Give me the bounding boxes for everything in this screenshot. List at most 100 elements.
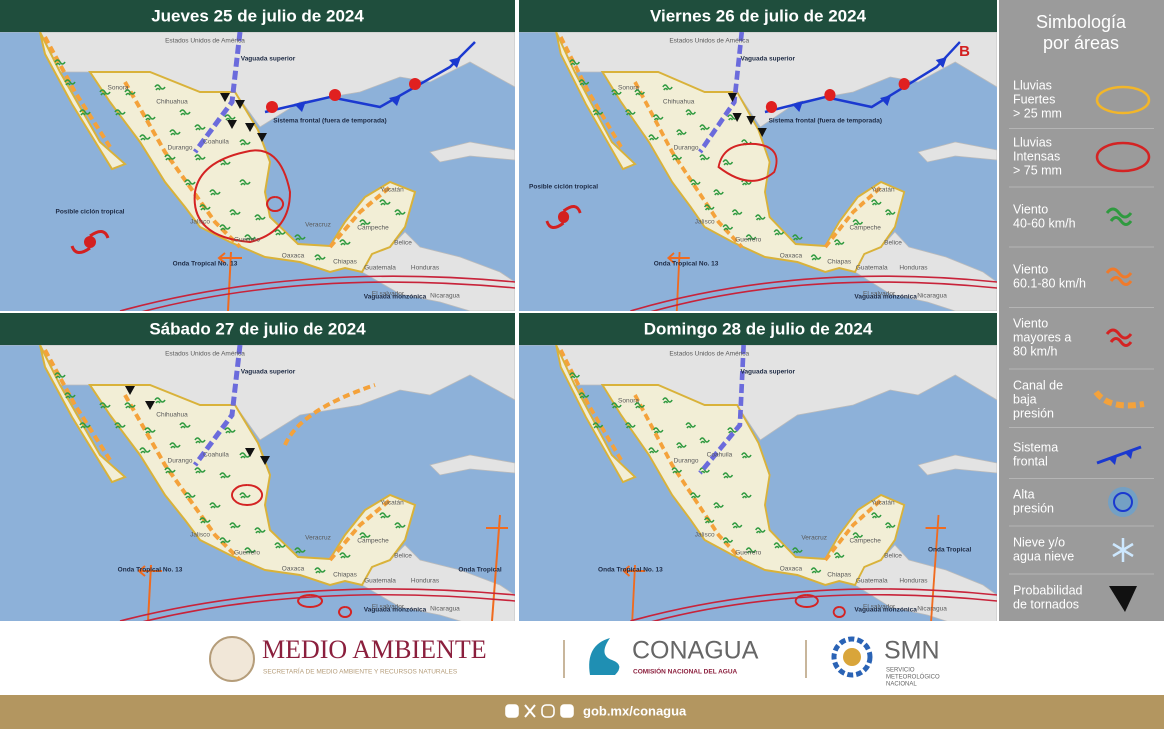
wind-icon	[144, 427, 156, 434]
legend-icon	[1105, 267, 1133, 286]
tornado-icon	[245, 123, 255, 132]
cuba	[917, 454, 997, 476]
wind-icon	[164, 154, 176, 161]
panel-header	[0, 313, 515, 345]
wind-icon	[359, 219, 371, 226]
wind-icon	[871, 512, 882, 519]
map-label: Vaguada superior	[740, 369, 795, 376]
wind-icon	[578, 392, 590, 399]
legend-icon	[1109, 450, 1133, 465]
map-label: Nicaragua	[430, 293, 460, 300]
panel-title: Domingo 28 de julio de 2024	[644, 319, 873, 338]
map-label: Coahuila	[203, 452, 229, 459]
tornado-icon	[746, 116, 756, 125]
wind-icon	[713, 502, 724, 509]
wind-icon	[179, 109, 191, 116]
wind-icon	[592, 422, 604, 429]
front-semicircle	[824, 89, 836, 101]
map-label: Guatemala	[856, 578, 888, 585]
map-label: Jalisco	[190, 219, 210, 226]
map-label: Sistema frontal (fuera de temporada)	[273, 118, 386, 125]
legend-icon	[1093, 390, 1145, 409]
wind-icon	[219, 537, 231, 544]
usa-land	[0, 32, 515, 128]
forecast-panel: Domingo 28 de julio de 2024 Estados Unido…	[519, 313, 997, 621]
wind-icon	[339, 552, 351, 559]
map-label: Jalisco	[695, 532, 715, 539]
map-label: Chiapas	[333, 259, 358, 266]
mexico	[600, 384, 906, 587]
wind-icon	[64, 392, 76, 399]
map-label: Oaxaca	[282, 253, 305, 260]
wind-icon	[359, 532, 371, 539]
wind-icon	[254, 214, 266, 221]
wind-icon	[704, 204, 715, 211]
wind-icon	[731, 209, 743, 216]
wind-icon	[884, 522, 896, 529]
map-label: Veracruz	[801, 535, 827, 542]
cyclone-arm	[545, 205, 582, 229]
wind-icon	[671, 154, 683, 161]
legend-label: Lluvias	[1013, 78, 1052, 92]
wind-icon	[184, 492, 196, 499]
map-label: Nicaragua	[917, 293, 947, 300]
wind-icon	[755, 214, 766, 221]
legend-icon	[1109, 586, 1137, 612]
monsoon-trough	[650, 281, 997, 311]
wind-icon	[833, 552, 845, 559]
wind-icon	[569, 59, 580, 66]
wind-icon	[685, 422, 696, 429]
map-label: Jalisco	[190, 532, 210, 539]
map-label: Guatemala	[364, 265, 396, 272]
semarnat-subtitle: SECRETARÍA DE MEDIO AMBIENTE Y RECURSOS …	[263, 667, 458, 676]
wind-icon	[139, 447, 151, 454]
cyclone-eye	[557, 211, 570, 223]
intense-rain-area	[717, 142, 778, 182]
wind-icon	[229, 209, 241, 216]
legend-icon	[1105, 207, 1133, 226]
wind-icon	[79, 422, 91, 429]
wind-icon	[871, 199, 882, 206]
wind-icon	[209, 189, 221, 196]
panel-title: Sábado 27 de julio de 2024	[149, 319, 366, 338]
legend-label: Fuertes	[1013, 92, 1055, 106]
usa-land	[0, 345, 515, 441]
wind-icon	[731, 522, 743, 529]
wind-icon	[611, 402, 622, 409]
map-label: Durango	[674, 145, 699, 152]
intense-rain-area	[266, 196, 284, 212]
wind-icon	[690, 492, 701, 499]
trough	[633, 394, 744, 562]
map-label: Oaxaca	[780, 566, 803, 573]
legend-label: Probabilidad	[1013, 583, 1083, 597]
map-label: El salvador	[372, 291, 405, 298]
trough	[123, 81, 242, 249]
legend-label: Lluvias	[1013, 135, 1052, 149]
wind-icon	[810, 254, 822, 261]
tornado-icon	[245, 448, 255, 457]
wind-icon	[741, 452, 752, 459]
bottom-bar	[0, 695, 1164, 729]
wind-icon	[169, 442, 181, 449]
map-label: Honduras	[899, 265, 928, 272]
wind-icon	[314, 567, 326, 574]
wind-icon	[64, 79, 76, 86]
map-label: Chiapas	[827, 572, 852, 579]
upper-trough	[192, 345, 243, 467]
front-triangle	[791, 101, 804, 112]
land	[519, 345, 997, 621]
cyclone-icon	[70, 230, 110, 254]
cuba	[429, 141, 515, 163]
wind-icon	[685, 109, 696, 116]
wind-icon	[254, 527, 266, 534]
wind-icon	[625, 109, 636, 116]
wind-icon	[569, 372, 580, 379]
legend-label: de tornados	[1013, 597, 1079, 611]
legend-label: frontal	[1013, 454, 1048, 468]
map-label: Estados Unidos de América	[165, 351, 245, 358]
wind-icon	[54, 59, 66, 66]
map-label: Veracruz	[305, 535, 331, 542]
